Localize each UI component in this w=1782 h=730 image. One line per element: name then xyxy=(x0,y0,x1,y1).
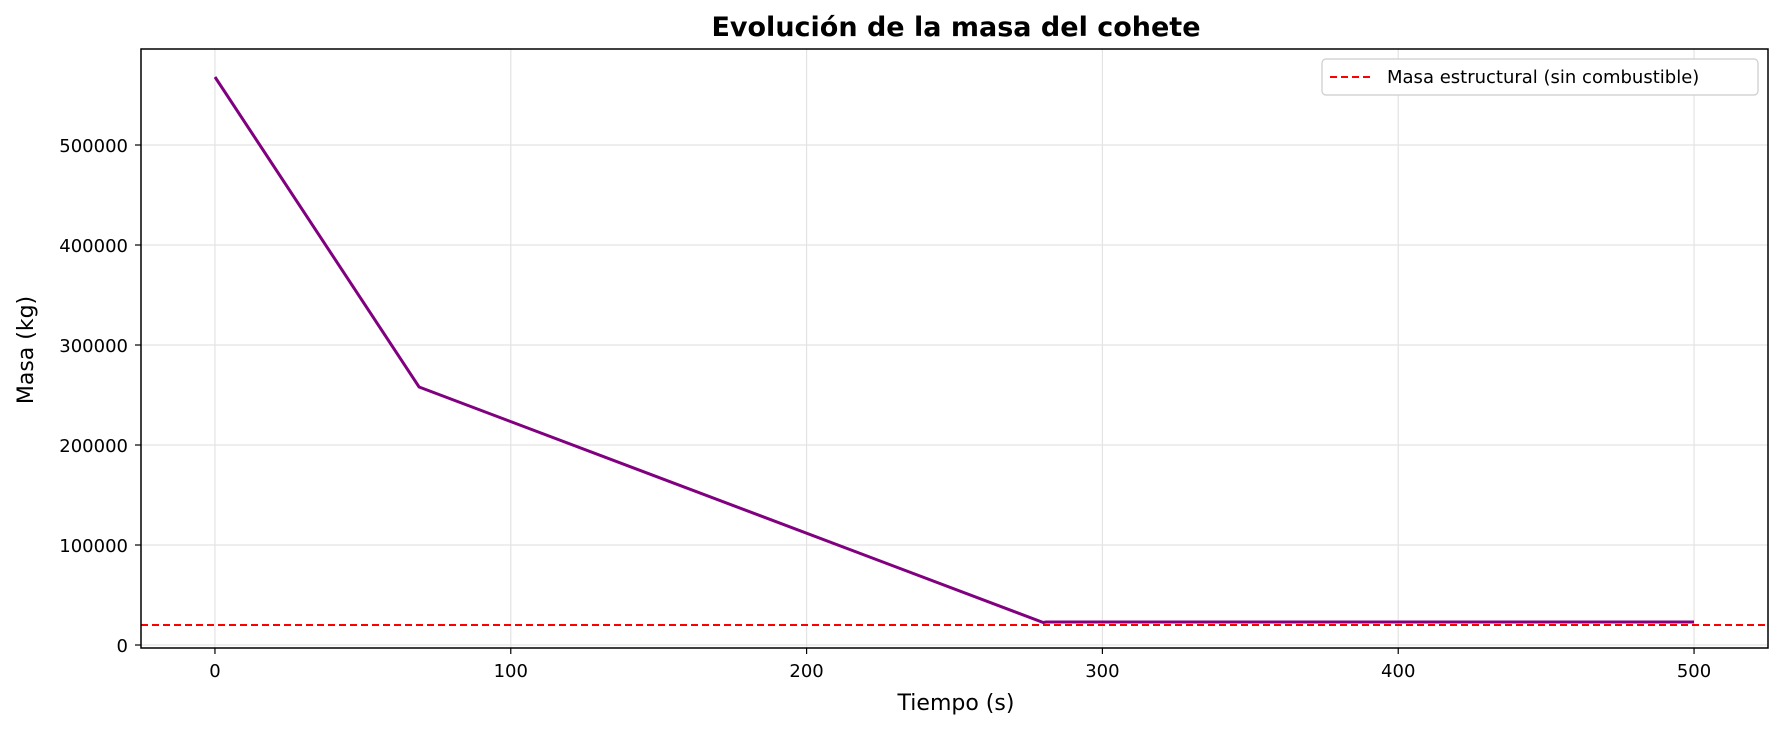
x-tick-label: 500 xyxy=(1677,661,1711,682)
legend-box xyxy=(1321,58,1759,96)
y-tick-label: 200000 xyxy=(59,436,128,457)
y-axis-label: Masa (kg) xyxy=(14,296,39,404)
legend: Masa estructural (sin combustible) xyxy=(1321,58,1759,96)
x-tick-label: 400 xyxy=(1381,661,1415,682)
y-tick-label: 300000 xyxy=(59,336,128,357)
y-tick-label: 100000 xyxy=(59,536,128,557)
plot-lines xyxy=(141,76,1768,626)
y-tick-label: 500000 xyxy=(59,136,128,157)
y-tick-label: 0 xyxy=(117,636,128,657)
x-axis: 0 100 200 300 400 500 xyxy=(209,648,1711,682)
grid xyxy=(141,49,1768,648)
y-axis: 0 100000 200000 300000 400000 500000 xyxy=(59,136,141,657)
y-tick-label: 400000 xyxy=(59,236,128,257)
x-axis-label: Tiempo (s) xyxy=(897,691,1015,716)
mass-series-line xyxy=(213,76,1694,624)
legend-label-structural-mass: Masa estructural (sin combustible) xyxy=(1387,67,1699,88)
plot-frame xyxy=(140,48,1769,649)
x-tick-label: 200 xyxy=(789,661,823,682)
x-tick-label: 300 xyxy=(1085,661,1119,682)
chart-title: Evolución de la masa del cohete xyxy=(711,12,1200,43)
x-tick-label: 100 xyxy=(494,661,528,682)
x-tick-label: 0 xyxy=(209,661,220,682)
